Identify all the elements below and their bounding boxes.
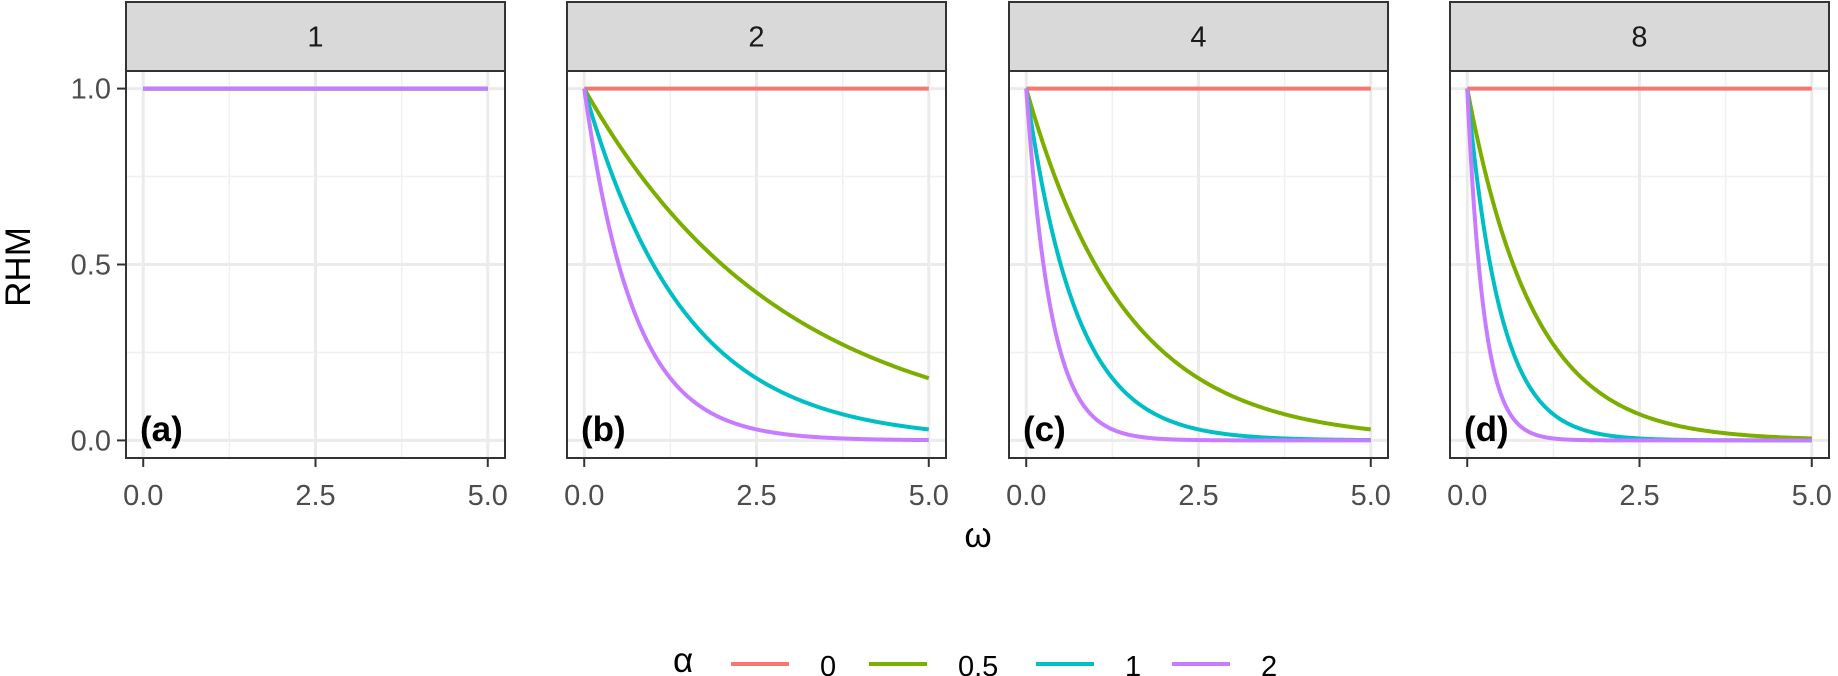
- y-tick-label: 0.0: [71, 425, 111, 457]
- series-line-1: [582, 88, 930, 432]
- x-tick-label: 2.5: [1178, 480, 1218, 512]
- legend-label: 0.5: [958, 651, 998, 676]
- panel-tag: (a): [140, 410, 183, 449]
- series-line-0-5: [1465, 88, 1813, 441]
- legend-title: α: [673, 641, 693, 676]
- facet-strip: [566, 1, 947, 72]
- x-axis-title: ω: [964, 516, 991, 555]
- series-line-2: [582, 88, 930, 443]
- series-line-0-5: [582, 87, 930, 381]
- facet-strip-label: 1: [307, 22, 323, 54]
- panel-tag: (d): [1464, 410, 1509, 449]
- facet-panel-4: 4 (c) 0.0 2.5 5.0: [1006, 1, 1391, 512]
- series-line-2: [1465, 88, 1813, 443]
- x-tick-label: 5.0: [1351, 480, 1391, 512]
- legend-item-1: 1: [1036, 651, 1141, 676]
- facet-strip: [1008, 1, 1389, 72]
- legend-item-0-5: 0.5: [869, 651, 998, 676]
- x-tick-label: 2.5: [295, 480, 335, 512]
- legend: α 0 0.5 1 2: [673, 641, 1277, 676]
- facet-panel-2: 2 (b) 0.0 2.5 5.0: [564, 1, 949, 512]
- y-axis-title: RHM: [0, 227, 38, 307]
- x-tick-label: 2.5: [736, 480, 776, 512]
- x-tick-label: 5.0: [909, 480, 949, 512]
- facet-panel-8: 8 (d) 0.0 2.5 5.0: [1447, 1, 1832, 512]
- panel-tag: (c): [1023, 410, 1066, 449]
- panel-tag: (b): [581, 410, 626, 449]
- x-tick-label: 0.0: [123, 480, 163, 512]
- y-tick-label: 0.5: [71, 250, 111, 282]
- series-line-2: [1024, 88, 1372, 443]
- facet-strip-label: 8: [1631, 22, 1647, 54]
- legend-item-2: 2: [1172, 651, 1277, 676]
- legend-item-0: 0: [731, 651, 836, 676]
- series-line-0-5: [1024, 88, 1372, 432]
- x-tick-label: 0.0: [1447, 480, 1487, 512]
- facet-strip-label: 2: [748, 22, 764, 54]
- x-tick-label: 5.0: [1792, 480, 1832, 512]
- x-tick-label: 0.0: [564, 480, 604, 512]
- facet-panel-1: 1 (a) 0.0 2.5 5.0 0.0 0.5 1.0: [71, 1, 508, 512]
- x-tick-label: 5.0: [468, 480, 508, 512]
- legend-label: 0: [820, 651, 836, 676]
- facet-strip-label: 4: [1190, 22, 1206, 54]
- legend-label: 2: [1261, 651, 1277, 676]
- legend-label: 1: [1125, 651, 1141, 676]
- facet-strip: [125, 1, 506, 72]
- facet-panels: 1 (a) 0.0 2.5 5.0 0.0 0.5 1.0 2 (b) 0.0 2.5 5.0 4 (c) 0…: [71, 1, 1832, 512]
- x-tick-label: 2.5: [1619, 480, 1659, 512]
- y-tick-label: 1.0: [71, 74, 111, 106]
- x-tick-label: 0.0: [1006, 480, 1046, 512]
